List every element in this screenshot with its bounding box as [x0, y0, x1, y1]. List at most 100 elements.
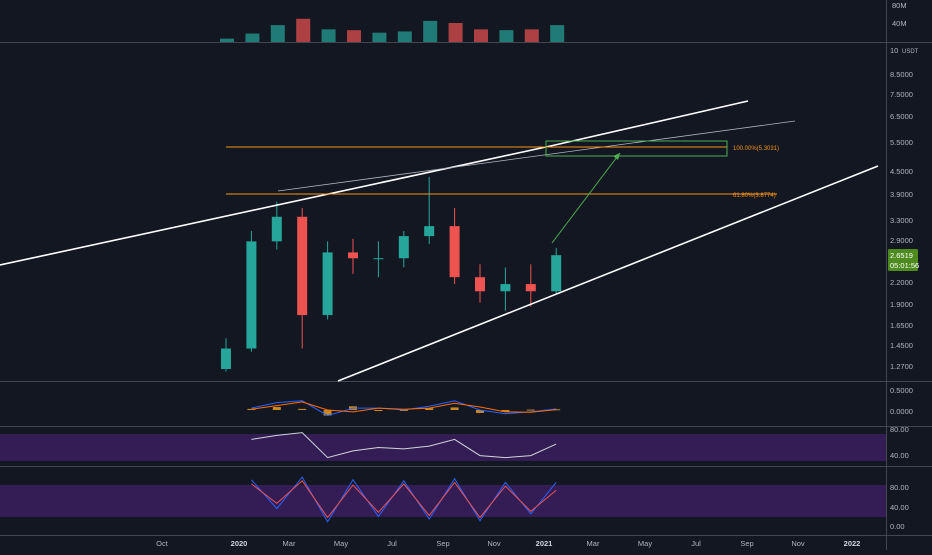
- rsi-band: [0, 434, 886, 461]
- rsi-line: [251, 432, 557, 459]
- volume-bar: [448, 23, 463, 42]
- time-label-year: 2022: [844, 539, 861, 548]
- time-label: Nov: [487, 539, 501, 548]
- candle-body: [348, 252, 358, 259]
- volume-bar: [499, 30, 514, 42]
- price-tick: 1.4500: [890, 341, 913, 350]
- target-arrow-line[interactable]: [551, 152, 621, 244]
- macd-hist-bar: [476, 410, 484, 413]
- macd-axis: 0.5000 0.0000: [890, 386, 913, 416]
- time-label-year: 2021: [536, 539, 553, 548]
- time-label: Jul: [691, 539, 701, 548]
- stoch-tick: 80.00: [890, 483, 909, 492]
- stoch-k-line: [251, 476, 557, 523]
- candle-body: [271, 216, 282, 242]
- macd-hist-bar: [526, 409, 535, 411]
- target-arrowhead: [613, 153, 620, 160]
- volume-bar: [397, 31, 412, 42]
- rsi-tick: 40.00: [890, 451, 909, 460]
- volume-tick: 40M: [892, 19, 907, 28]
- macd-hist-bar: [450, 407, 459, 410]
- time-label: May: [638, 539, 652, 548]
- candle-body: [246, 241, 257, 349]
- volume-axis: 80M 40M: [892, 1, 907, 28]
- macd-hist-bar: [272, 407, 281, 410]
- lower-trendline[interactable]: [337, 165, 879, 382]
- signal-line: [251, 401, 557, 413]
- rsi-pane: [251, 432, 557, 459]
- price-tick: 8.5000: [890, 70, 913, 79]
- candle-body: [322, 252, 333, 316]
- candle-body: [398, 236, 409, 259]
- candle-body: [449, 226, 460, 278]
- price-tick: 1.2700: [890, 362, 913, 371]
- fib-618-label: 61.80%(3.8774): [733, 193, 776, 199]
- time-label: Sep: [740, 539, 753, 548]
- time-axis[interactable]: Oct 2020 Mar May Jul Sep Nov 2021 Mar Ma…: [156, 539, 860, 548]
- drawings: 100.00%(5.3031) 61.80%(3.8774): [0, 100, 879, 382]
- volume-bar: [220, 38, 234, 42]
- current-price: 2.6519: [890, 251, 913, 260]
- time-label: Jul: [387, 539, 397, 548]
- candle-body: [475, 277, 485, 292]
- stoch-tick: 40.00: [890, 503, 909, 512]
- price-tick: 2.2000: [890, 278, 913, 287]
- macd-hist-bar: [425, 408, 434, 410]
- volume-bar: [423, 20, 438, 42]
- candle-body: [221, 348, 231, 369]
- time-label: Mar: [283, 539, 296, 548]
- macd-hist-bar: [247, 408, 256, 410]
- candle-body: [297, 216, 308, 316]
- rsi-tick: 80.00: [890, 425, 909, 434]
- inner-trendline[interactable]: [277, 120, 796, 192]
- time-label-year: 2020: [231, 539, 248, 548]
- time-label: Oct: [156, 539, 169, 548]
- volume-bar: [474, 29, 488, 42]
- time-label: Nov: [791, 539, 805, 548]
- upper-trendline-ext[interactable]: [554, 100, 749, 146]
- price-tick: 4.5000: [890, 167, 913, 176]
- candle-body: [551, 255, 562, 292]
- macd-hist-bar: [298, 408, 307, 410]
- stoch-pane: [251, 476, 557, 523]
- stoch-band: [0, 485, 886, 517]
- macd-line: [251, 400, 557, 417]
- current-price-badge: [888, 249, 918, 271]
- candle-body: [525, 284, 536, 292]
- macd-hist-bar: [501, 410, 510, 412]
- macd-pane: [247, 400, 561, 417]
- price-tick: 1.6500: [890, 321, 913, 330]
- upper-trendline[interactable]: [0, 144, 556, 266]
- price-tick: 5.5000: [890, 138, 913, 147]
- macd-tick: 0.0000: [890, 407, 913, 416]
- price-tick: 1.9000: [890, 300, 913, 309]
- volume-bar: [245, 33, 260, 42]
- price-tick-10: 10: [890, 46, 898, 55]
- target-zone[interactable]: [545, 140, 728, 157]
- rsi-axis: 80.00 40.00: [890, 425, 909, 460]
- price-tick: 6.5000: [890, 112, 913, 121]
- volume-tick: 80M: [892, 1, 907, 10]
- price-tick: 2.9000: [890, 236, 913, 245]
- candle-body: [424, 226, 435, 237]
- candle-body: [500, 284, 511, 292]
- volume-bar: [296, 18, 311, 42]
- macd-tick: 0.5000: [890, 386, 913, 395]
- fib-100-label: 100.00%(5.3031): [733, 146, 779, 152]
- candle-body: [373, 258, 384, 260]
- macd-hist-bar: [374, 410, 383, 411]
- volume-bar: [372, 32, 387, 42]
- volume-pane: [220, 18, 565, 42]
- volume-bar: [550, 25, 565, 42]
- volume-bar: [321, 29, 336, 42]
- volume-bar: [270, 25, 285, 42]
- price-axis[interactable]: 10 USDT 8.5000 7.5000 6.5000 5.5000 4.50…: [888, 46, 919, 371]
- price-unit: USDT: [902, 49, 919, 55]
- time-label: May: [334, 539, 348, 548]
- stoch-tick: 0.00: [890, 522, 905, 531]
- macd-hist-bar: [323, 410, 332, 416]
